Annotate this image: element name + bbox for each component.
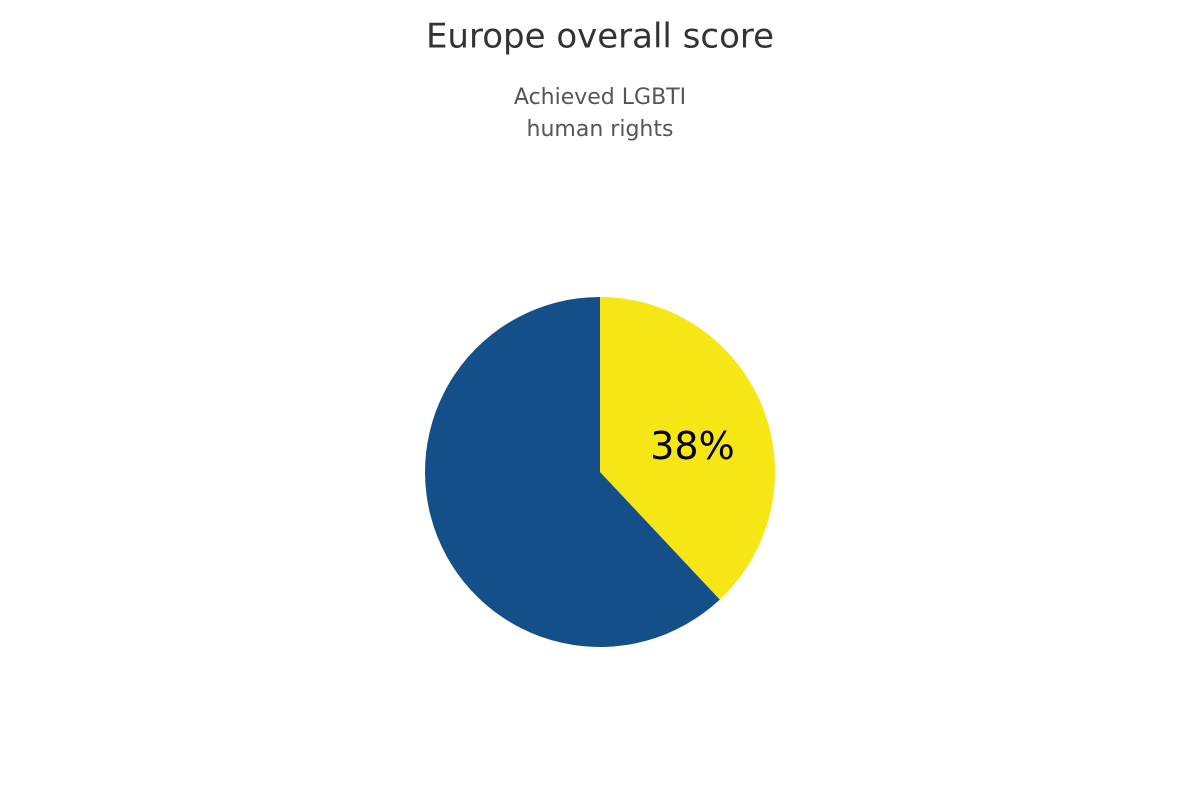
- chart-subtitle: Achieved LGBTI: [514, 85, 686, 110]
- data-label: 38%: [650, 424, 734, 468]
- pie-slice: [425, 297, 720, 647]
- pie-slice: [600, 297, 775, 600]
- chart-subtitle: human rights: [527, 117, 674, 142]
- chart-title: Europe overall score: [426, 17, 774, 57]
